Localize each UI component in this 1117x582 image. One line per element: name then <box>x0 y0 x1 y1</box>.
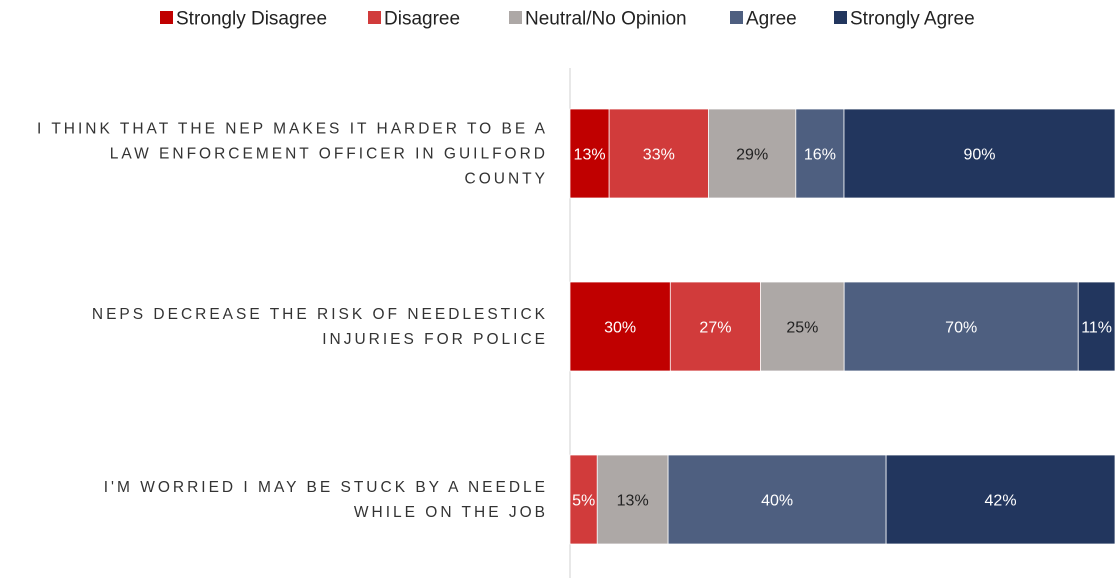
legend-label-strongly-agree: Strongly Agree <box>850 9 975 30</box>
category-labels: I THINK THAT THE NEP MAKES IT HARDER TO … <box>37 121 548 522</box>
bar-series: 13% 33% 29% 16% 90% 30% 27% 25% 70% 11% 5% 13% 40% 42… <box>569 108 1116 545</box>
bar-row-1: 13% 33% 29% 16% 90% <box>569 108 1116 199</box>
data-label-disagree: 33% <box>643 147 675 164</box>
bar-segment-neutral-no-opinion <box>760 281 845 372</box>
data-label-strongly-agree: 11% <box>1081 320 1112 337</box>
bar-segment-agree <box>667 454 887 545</box>
legend-swatch-strongly-disagree <box>160 11 173 24</box>
legend-item-agree: Agree <box>730 9 797 30</box>
chart-legend: Strongly Disagree Disagree Neutral/No Opin… <box>160 9 975 30</box>
category-label-line: INJURIES FOR POLICE <box>322 331 548 348</box>
category-label-line: I'M WORRIED I MAY BE STUCK BY A NEEDLE <box>104 479 548 496</box>
category-label-line: I THINK THAT THE NEP MAKES IT HARDER TO … <box>37 121 548 138</box>
category-label-line: LAW ENFORCEMENT OFFICER IN GUILFORD <box>110 146 548 163</box>
legend-item-neutral-no-opinion: Neutral/No Opinion <box>509 9 687 30</box>
legend-item-strongly-disagree: Strongly Disagree <box>160 9 327 30</box>
data-label-strongly-disagree: 13% <box>574 147 606 164</box>
legend-label-disagree: Disagree <box>384 9 460 30</box>
category-label-line: WHILE ON THE JOB <box>354 504 548 521</box>
data-label-neutral-no-opinion: 29% <box>736 147 768 164</box>
bar-segment-disagree <box>608 108 709 199</box>
data-label-neutral-no-opinion: 25% <box>786 320 818 337</box>
bar-segment-disagree <box>569 454 598 545</box>
category-label-3: I'M WORRIED I MAY BE STUCK BY A NEEDLE WH… <box>104 479 548 521</box>
category-label-line: COUNTY <box>465 171 548 188</box>
legend-swatch-neutral-no-opinion <box>509 11 522 24</box>
bar-segment-strongly-agree <box>843 108 1116 199</box>
data-label-agree: 16% <box>804 147 836 164</box>
data-label-strongly-agree: 42% <box>985 493 1017 510</box>
legend-label-strongly-disagree: Strongly Disagree <box>176 9 327 30</box>
legend-item-disagree: Disagree <box>368 9 460 30</box>
legend-label-neutral-no-opinion: Neutral/No Opinion <box>525 9 687 30</box>
category-label-1: I THINK THAT THE NEP MAKES IT HARDER TO … <box>37 121 548 188</box>
bar-row-3: 5% 13% 40% 42% <box>569 454 1116 545</box>
data-label-agree: 40% <box>761 493 793 510</box>
legend-swatch-disagree <box>368 11 381 24</box>
data-label-disagree: 27% <box>699 320 731 337</box>
bar-segment-strongly-agree <box>885 454 1116 545</box>
bar-row-2: 30% 27% 25% 70% 11% <box>569 281 1116 372</box>
legend-label-agree: Agree <box>746 9 797 30</box>
bar-segment-neutral-no-opinion <box>596 454 669 545</box>
data-label-strongly-disagree: 30% <box>604 320 636 337</box>
legend-swatch-agree <box>730 11 743 24</box>
bar-segment-agree <box>843 281 1079 372</box>
data-label-strongly-agree: 90% <box>963 147 995 164</box>
bar-segment-strongly-disagree <box>569 281 671 372</box>
data-label-agree: 70% <box>945 320 977 337</box>
bar-segment-strongly-agree <box>1077 281 1116 372</box>
category-label-line: NEPS DECREASE THE RISK OF NEEDLESTICK <box>92 306 548 323</box>
category-label-2: NEPS DECREASE THE RISK OF NEEDLESTICK INJ… <box>92 306 548 348</box>
bar-segment-neutral-no-opinion <box>708 108 797 199</box>
legend-item-strongly-agree: Strongly Agree <box>834 9 975 30</box>
legend-swatch-strongly-agree <box>834 11 847 24</box>
data-label-disagree: 5% <box>572 493 595 510</box>
data-label-neutral-no-opinion: 13% <box>617 493 649 510</box>
